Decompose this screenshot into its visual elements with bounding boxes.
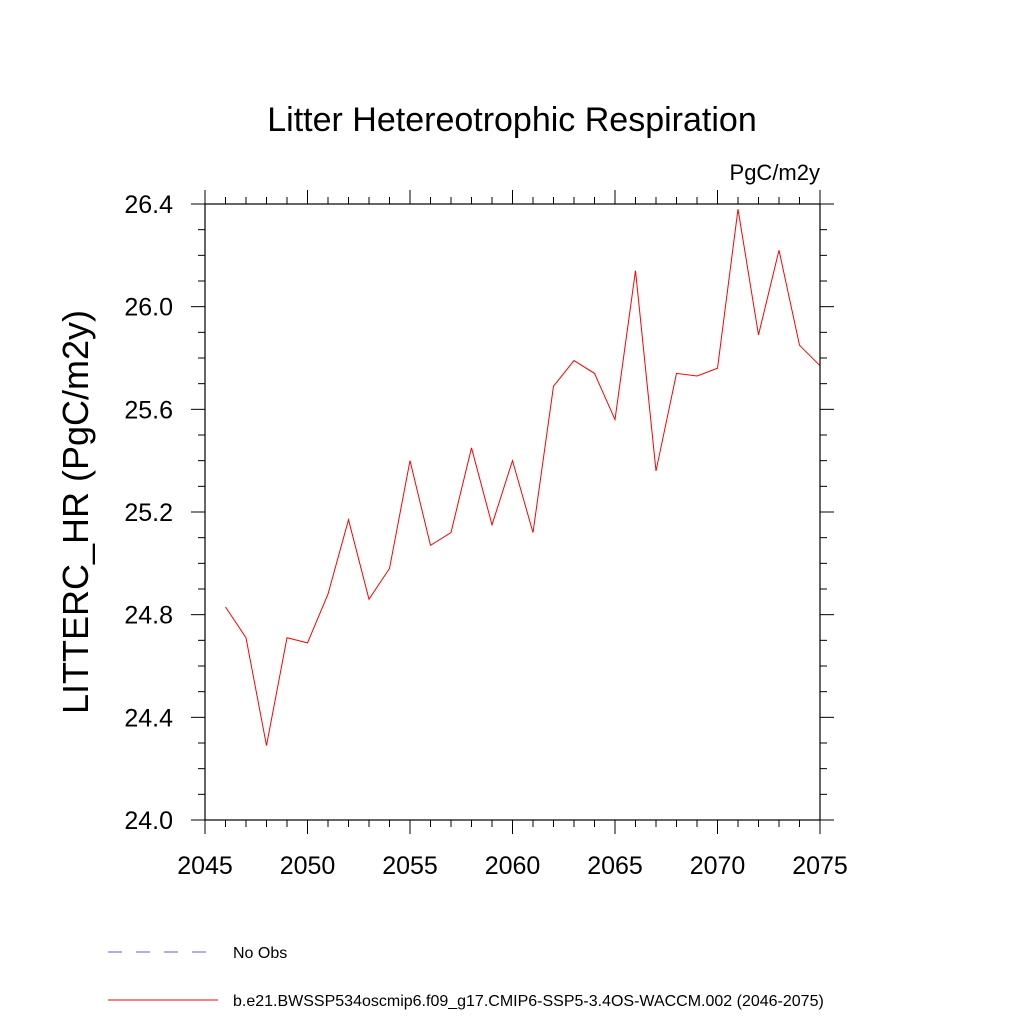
x-tick-label: 2070 — [690, 852, 746, 880]
series-lines — [225, 209, 821, 746]
x-tick-label: 2075 — [792, 852, 848, 880]
legend-label-no-obs: No Obs — [233, 945, 287, 962]
legend: No Obs b.e21.BWSSP534oscmip6.f09_g17.CMI… — [108, 945, 824, 1010]
y-tick-label: 25.6 — [124, 396, 173, 424]
y-tick-label: 24.4 — [124, 704, 173, 732]
x-tick-label: 2065 — [587, 852, 643, 880]
y-tick-label: 24.8 — [124, 602, 173, 630]
y-tick-label: 25.2 — [124, 499, 173, 527]
x-tick-label: 2050 — [280, 852, 336, 880]
x-tick-label: 2055 — [382, 852, 438, 880]
y-tick-labels: 24.0 24.4 24.8 25.2 25.6 26.0 26.4 — [124, 191, 173, 835]
legend-label-run: b.e21.BWSSP534oscmip6.f09_g17.CMIP6-SSP5… — [233, 993, 824, 1010]
series-line-0 — [225, 209, 821, 746]
x-tick-labels: 2045 2050 2055 2060 2065 2070 2075 — [177, 852, 848, 880]
y-axis-label: LITTERC_HR (PgC/m2y) — [55, 310, 96, 714]
x-tick-label: 2060 — [485, 852, 541, 880]
y-tick-label: 24.0 — [124, 807, 173, 835]
chart-title: Litter Hetereotrophic Respiration — [267, 101, 756, 139]
axis-ticks — [191, 190, 834, 834]
plot-frame — [204, 203, 821, 821]
units-label: PgC/m2y — [730, 160, 820, 185]
y-tick-label: 26.4 — [124, 191, 173, 219]
y-tick-label: 26.0 — [124, 294, 173, 322]
x-tick-label: 2045 — [177, 852, 233, 880]
